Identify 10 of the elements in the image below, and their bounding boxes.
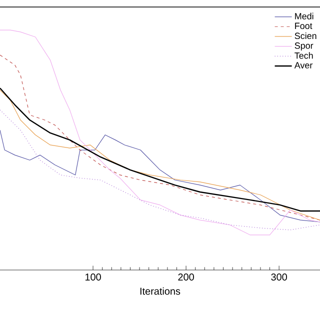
x-tick-label: 300 (271, 274, 287, 281)
legend-label: Scien (294, 32, 316, 40)
x-axis-title: Iterations (140, 287, 180, 295)
x-tick-label: 200 (178, 274, 194, 281)
legend-label: Foot (295, 22, 312, 30)
legend-label: Spor (294, 42, 314, 51)
legend-label: Medi (295, 12, 314, 20)
legend-label: Tech (294, 52, 313, 59)
x-tick-label: 100 (85, 274, 101, 281)
legend-label: Aver (294, 62, 313, 68)
